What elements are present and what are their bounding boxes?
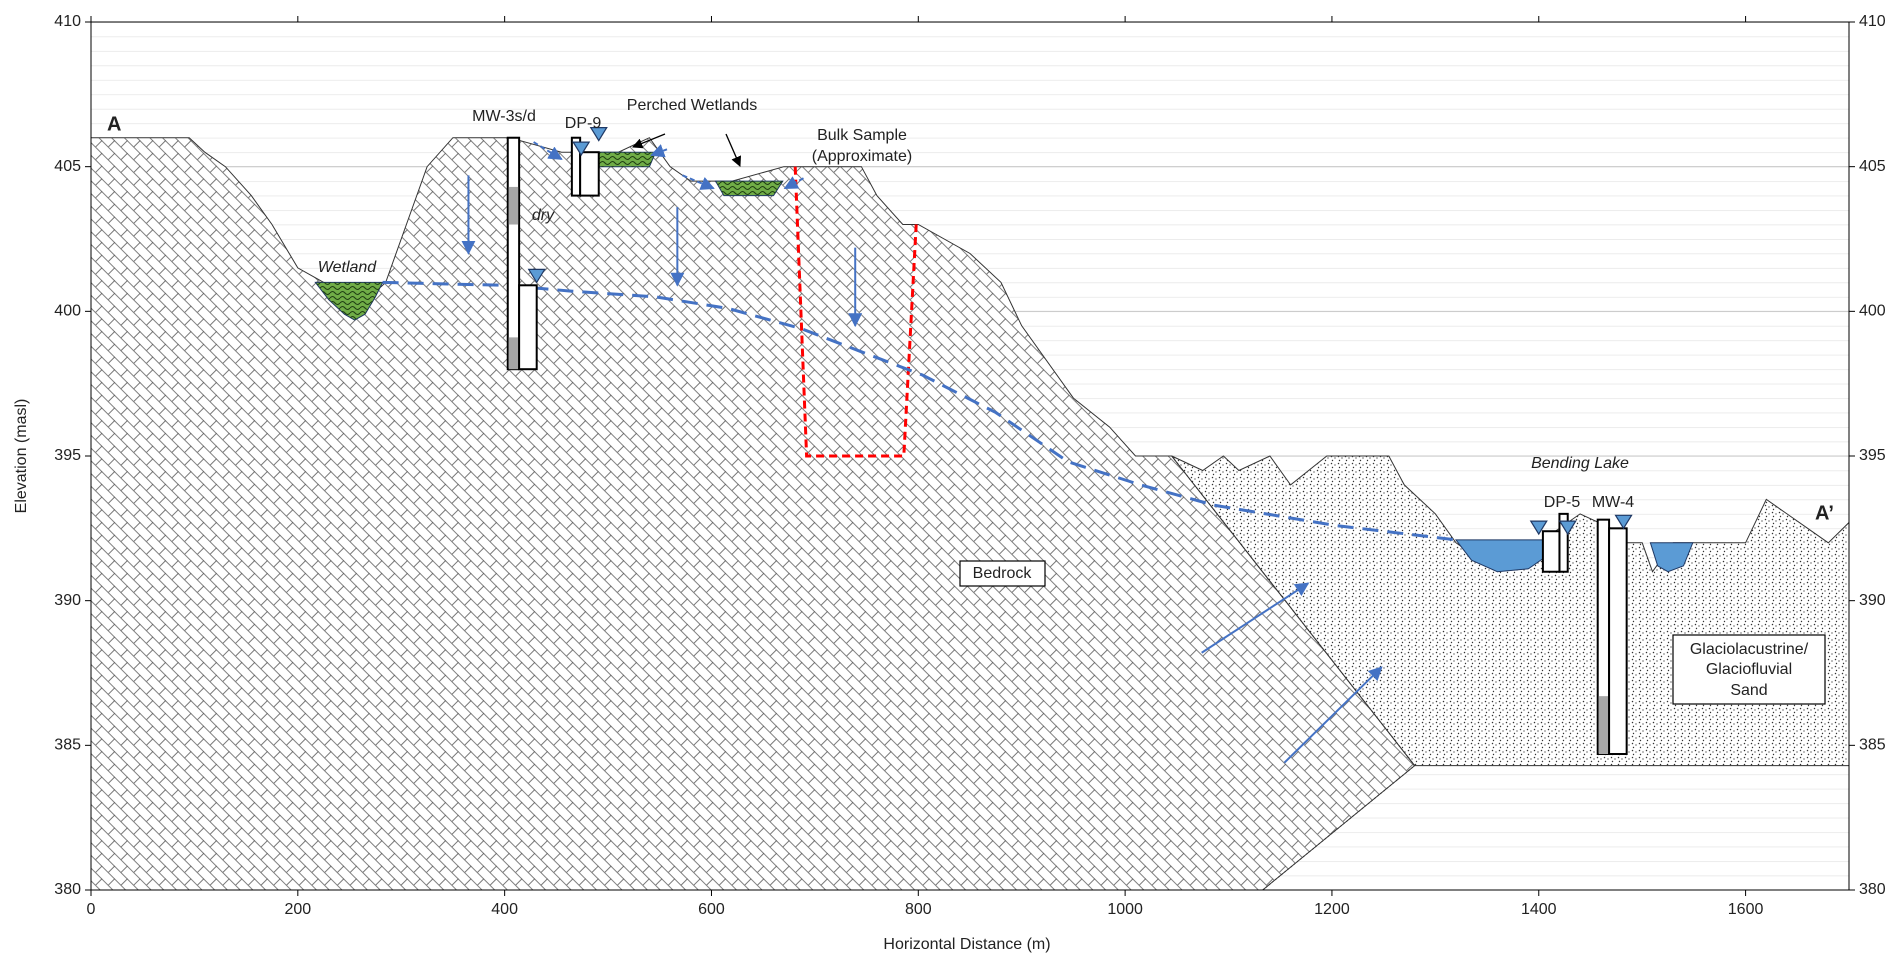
x-tick-label: 600 bbox=[698, 901, 725, 918]
chart: 0 200 400 600 800 1000 1200 1400 1600 380 385 390 39… bbox=[0, 0, 1904, 959]
annotation: Wetland bbox=[318, 259, 378, 276]
x-tick-label: 800 bbox=[905, 901, 932, 918]
well-tube bbox=[1609, 528, 1627, 754]
y-tick-label: 385 bbox=[54, 737, 81, 754]
y-tick-label: 400 bbox=[54, 303, 81, 320]
annotation: Perched Wetlands bbox=[627, 97, 757, 114]
well-screen bbox=[509, 187, 518, 225]
well-tube bbox=[519, 285, 537, 369]
section-label: A bbox=[107, 113, 121, 135]
unit-label: Bedrock bbox=[973, 565, 1033, 582]
y2-tick-label: 390 bbox=[1859, 592, 1886, 609]
well-tube bbox=[508, 138, 519, 369]
unit-label: Glaciolacustrine/ bbox=[1690, 641, 1809, 658]
well-label: DP-9 bbox=[565, 115, 602, 132]
x-tick-label: 1200 bbox=[1314, 901, 1350, 918]
well-tube bbox=[580, 152, 599, 195]
y-axis-title: Elevation (masl) bbox=[13, 399, 30, 514]
annotation: Bulk Sample bbox=[817, 127, 907, 144]
unit-label: Glaciofluvial bbox=[1706, 661, 1792, 678]
x-tick-label: 400 bbox=[491, 901, 518, 918]
x-tick-label: 200 bbox=[284, 901, 311, 918]
well-label: DP-5 bbox=[1544, 494, 1581, 511]
y-tick-label: 390 bbox=[54, 592, 81, 609]
x-tick-label: 1000 bbox=[1107, 901, 1143, 918]
y-tick-label: 405 bbox=[54, 158, 81, 175]
well-tube bbox=[1543, 531, 1560, 572]
section-label: A’ bbox=[1815, 502, 1834, 524]
y2-tick-label: 380 bbox=[1859, 881, 1886, 898]
y2-tick-label: 400 bbox=[1859, 303, 1886, 320]
y2-tick-label: 410 bbox=[1859, 13, 1886, 30]
annotation: Bending Lake bbox=[1531, 455, 1629, 472]
well-label: MW-3s/d bbox=[472, 108, 536, 125]
well-label: MW-4 bbox=[1592, 494, 1634, 511]
x-axis-title: Horizontal Distance (m) bbox=[883, 936, 1050, 953]
x-tick-label: 0 bbox=[87, 901, 96, 918]
x-tick-label: 1600 bbox=[1728, 901, 1764, 918]
y2-tick-label: 395 bbox=[1859, 447, 1886, 464]
well-screen bbox=[1599, 696, 1608, 754]
water-body-texture bbox=[716, 181, 783, 196]
annotation: (Approximate) bbox=[812, 148, 912, 165]
x-tick-label: 1400 bbox=[1521, 901, 1557, 918]
annotation: dry bbox=[532, 207, 555, 224]
well-screen bbox=[509, 337, 518, 369]
unit-label: Sand bbox=[1730, 682, 1767, 699]
y2-tick-label: 385 bbox=[1859, 737, 1886, 754]
y-tick-label: 380 bbox=[54, 881, 81, 898]
y-tick-label: 395 bbox=[54, 447, 81, 464]
y2-tick-label: 405 bbox=[1859, 158, 1886, 175]
y-tick-label: 410 bbox=[54, 13, 81, 30]
